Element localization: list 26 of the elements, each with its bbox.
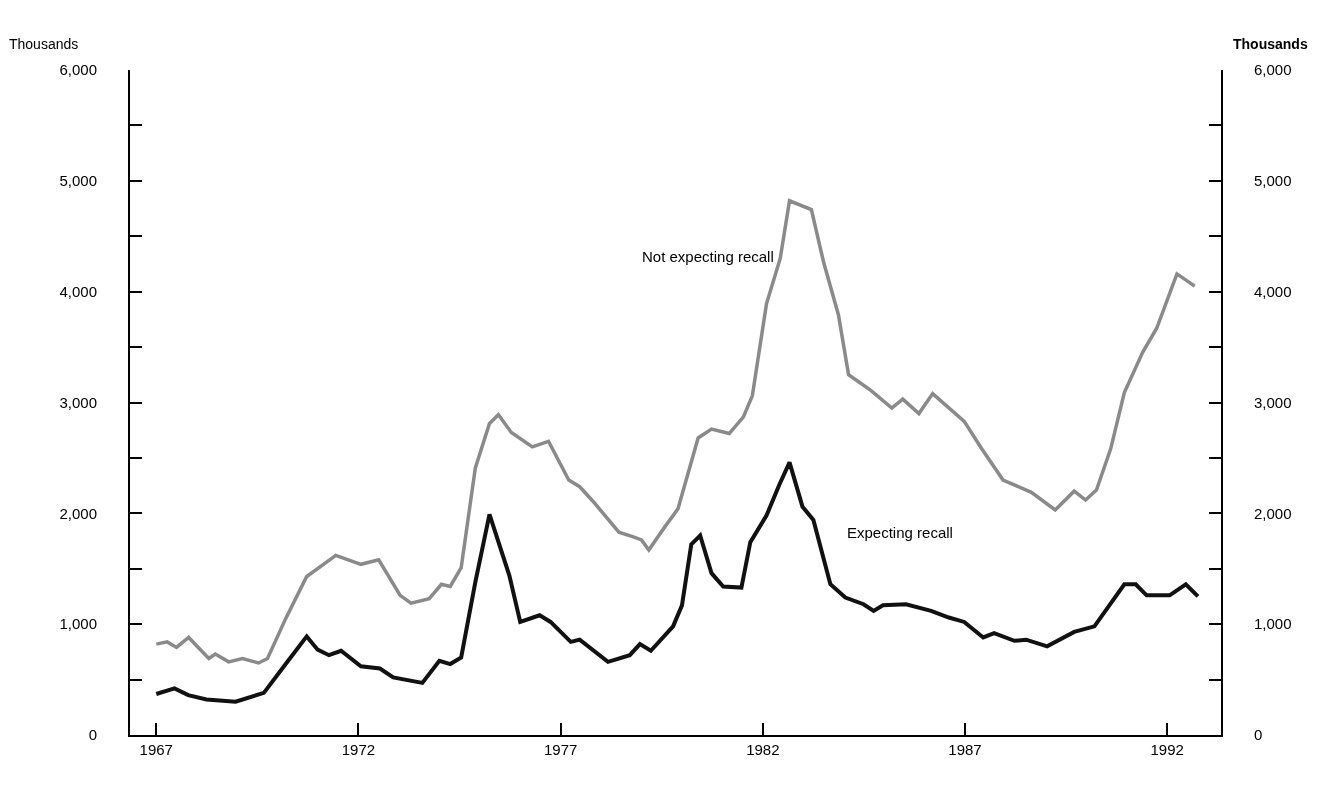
line-series: [154, 199, 1197, 665]
y2-tick-label: 4,000: [1254, 282, 1292, 300]
y2-tick-label: 6,000: [1254, 61, 1292, 79]
y2-tick-label: 5,000: [1254, 172, 1292, 190]
line-series: [154, 460, 1200, 704]
y2-tick-label: 3,000: [1254, 393, 1292, 411]
series-label: Expecting recall: [847, 524, 953, 541]
y-tick-label: 3,000: [59, 393, 97, 411]
y-tick-label: 2,000: [59, 504, 97, 522]
y-tick-label: 1,000: [59, 615, 97, 633]
x-tick-label: 1977: [543, 741, 578, 758]
y-tick-label: 5,000: [59, 172, 97, 190]
x-tick-label: 1982: [746, 741, 780, 758]
x-tick-label: 1967: [139, 741, 173, 758]
y2-tick-label: 1,000: [1254, 615, 1292, 633]
y-tick-label: 0: [88, 726, 97, 744]
y2-tick-label: 0: [1254, 726, 1263, 744]
y-axis-title: Thousands: [9, 36, 79, 52]
series-label: Not expecting recall: [642, 248, 774, 265]
x-tick-label: 1987: [948, 741, 982, 758]
y2-axis-title: Thousands: [1233, 36, 1308, 52]
y-tick-label: 6,000: [59, 61, 97, 79]
y2-tick-label: 2,000: [1254, 504, 1292, 522]
x-tick-label: 1992: [1150, 741, 1184, 758]
y-tick-label: 4,000: [59, 282, 97, 300]
x-tick-label: 1972: [341, 741, 376, 758]
